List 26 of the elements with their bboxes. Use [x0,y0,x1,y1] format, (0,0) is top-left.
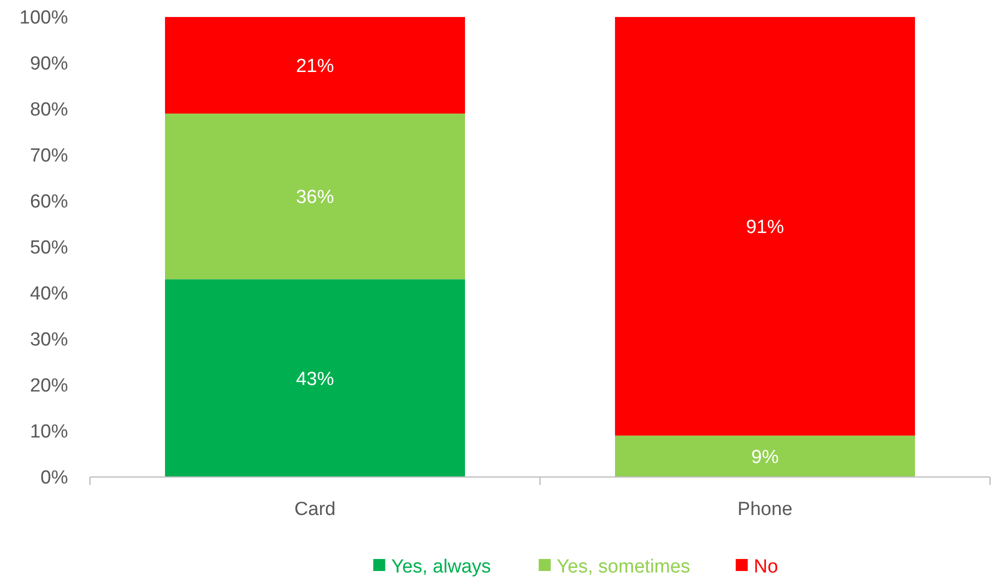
y-tick-label: 20% [30,376,68,397]
y-tick-label: 0% [40,468,68,489]
data-label: 43% [296,368,334,390]
y-tick-label: 80% [30,100,68,121]
data-label: 91% [746,216,784,238]
y-tick-label: 10% [30,422,68,443]
y-tick-label: 30% [30,330,68,351]
y-tick-label: 70% [30,146,68,167]
legend-label: Yes, sometimes [556,556,690,578]
data-label: 9% [751,446,779,468]
bar [615,436,915,477]
data-label: 36% [296,187,334,208]
legend-label: Yes, always [391,556,491,578]
x-tick-label: Phone [738,499,792,520]
y-tick-label: 60% [30,192,68,213]
y-tick-label: 100% [19,8,68,29]
bar [615,17,915,436]
data-label: 21% [296,56,334,77]
y-tick-label: 90% [30,54,68,75]
bar [165,17,465,114]
y-tick-label: 40% [30,284,68,305]
bar [165,279,465,477]
y-tick-label: 50% [30,238,68,259]
bar [165,114,465,280]
legend-label: No [754,556,778,578]
x-tick-label: Card [294,499,336,520]
